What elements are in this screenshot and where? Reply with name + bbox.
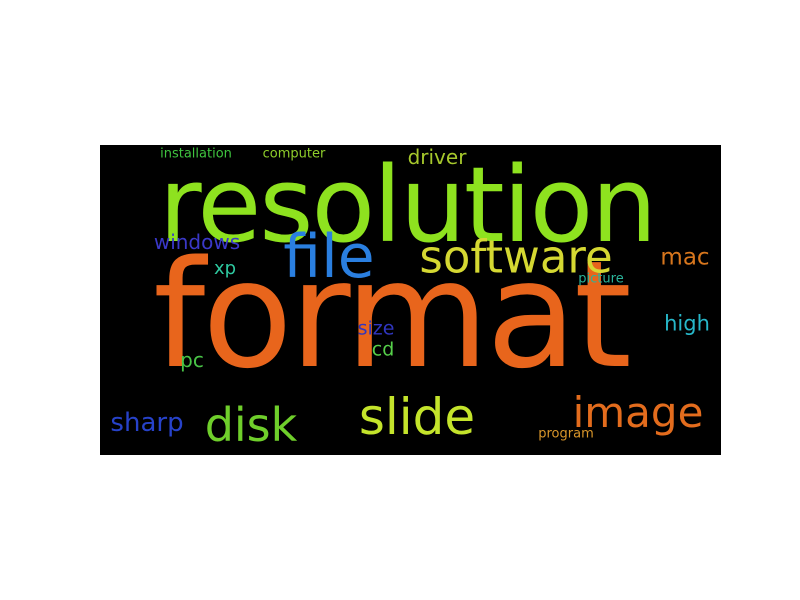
word-size: size bbox=[357, 317, 395, 340]
word-file: file bbox=[283, 222, 375, 292]
word-high: high bbox=[664, 311, 710, 336]
word-software: software bbox=[419, 230, 613, 284]
word-windows: windows bbox=[153, 230, 241, 254]
word-disk: disk bbox=[204, 398, 298, 452]
word-installation: installation bbox=[160, 146, 232, 162]
word-computer: computer bbox=[262, 146, 326, 162]
word-driver: driver bbox=[407, 145, 467, 169]
word-sharp: sharp bbox=[110, 408, 184, 438]
word-resolution: resolution bbox=[158, 145, 657, 266]
word-xp: xp bbox=[213, 258, 237, 279]
word-picture: picture bbox=[578, 271, 624, 287]
word-program: program bbox=[538, 426, 594, 442]
word-format: format bbox=[153, 229, 632, 401]
word-cloud: format resolution file software image sl… bbox=[100, 145, 721, 455]
word-pc: pc bbox=[180, 348, 204, 372]
word-slide: slide bbox=[358, 388, 476, 446]
word-image: image bbox=[572, 388, 704, 437]
word-mac: mac bbox=[660, 244, 710, 271]
word-cd: cd bbox=[371, 338, 395, 361]
